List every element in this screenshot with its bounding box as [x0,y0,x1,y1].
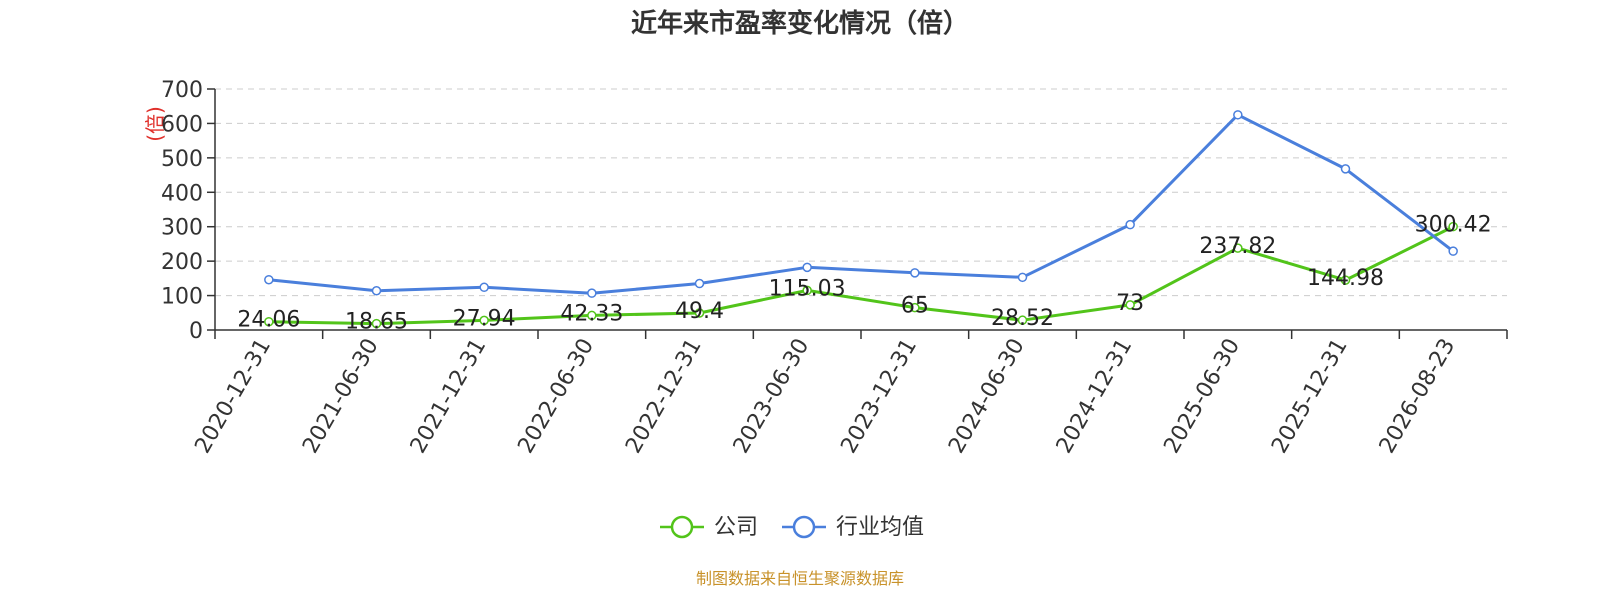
data-labels: 24.06 18.65 27.94 42.33 49.4 115.03 65 28.52 73 2… [237,213,1491,335]
x-tick-label: 2023-12-31 [836,334,922,457]
x-tick-label: 2025-12-31 [1267,335,1353,458]
company-data-label: 49.4 [675,299,724,324]
company-data-point [802,285,812,296]
legend: 公司 行业均值 [660,515,924,540]
company-data-point [264,316,274,327]
legend-company-label: 公司 [714,515,758,540]
company-data-label: 144.98 [1307,266,1384,291]
company-data-label: 28.52 [991,306,1054,331]
x-tick-label: 2021-06-30 [298,335,384,458]
industry-average-data-point [1448,246,1458,256]
y-tick-label: 0 [189,319,203,344]
legend-item-company[interactable]: 公司 [660,515,758,540]
company-series-line [268,225,1454,326]
industry-average-data-point [371,286,382,296]
y-tick-label: 500 [161,147,203,172]
company-data-point [479,315,489,326]
industry-average-series-line [268,113,1455,295]
x-tick-label: 2020-12-31 [190,335,276,458]
company-data-label: 300.42 [1415,213,1492,238]
company-data-point [1017,315,1028,325]
x-tick-label: 2022-06-30 [513,335,599,458]
company-data-label: 73 [1116,291,1144,316]
company-data-point [1340,275,1351,285]
x-tick-label: 2023-06-30 [729,335,815,458]
x-tick-label: 2026-08-23 [1375,335,1461,458]
company-data-label: 24.06 [237,308,300,333]
company-data-point [587,310,597,321]
x-tick-label: 2025-06-30 [1159,335,1245,458]
company-data-point [371,318,382,329]
industry-average-data-point [802,262,812,273]
industry-average-data-point [1017,272,1028,283]
series-lines [264,110,1458,329]
company-data-point [1125,300,1135,310]
company-data-label: 237.82 [1199,234,1276,259]
y-tick-label: 600 [161,112,203,137]
x-tick-label: 2024-06-30 [944,335,1030,458]
y-tick-label: 400 [161,181,203,206]
legend-industry-circle-icon [792,515,816,539]
company-data-point [1448,221,1458,232]
x-tick-label: 2022-12-31 [621,335,707,458]
industry-average-data-point [910,268,920,278]
company-data-label: 42.33 [560,301,623,326]
y-axis-label: (倍) [143,106,167,142]
y-tick-label: 300 [161,216,203,241]
company-data-label: 18.65 [345,310,408,335]
industry-average-data-point [479,282,489,293]
industry-average-data-point [1340,164,1351,174]
industry-average-data-point [694,278,705,289]
x-tick-label: 2021-12-31 [406,334,492,457]
grid-lines [215,88,1507,297]
company-data-label: 115.03 [769,276,846,301]
x-tick-label: 2024-12-31 [1052,335,1138,458]
industry-average-data-point [1125,219,1135,230]
industry-average-data-point [264,274,274,285]
industry-average-data-point [587,288,597,298]
legend-company-circle-icon [670,515,694,539]
y-tick-label: 100 [161,285,203,310]
legend-item-industry-average[interactable]: 行业均值 [782,515,924,540]
y-tick-label: 200 [161,250,203,275]
chart-title: 近年来市盈率变化情况（倍） [631,8,969,39]
company-data-point [910,302,920,313]
company-data-point [1233,243,1243,253]
company-data-point [694,308,705,318]
data-source-note: 制图数据来自恒生聚源数据库 [696,569,904,588]
y-tick-label: 700 [161,78,203,103]
industry-average-data-point [1233,110,1243,120]
legend-industry-label: 行业均值 [836,515,924,540]
company-data-label: 27.94 [453,306,516,331]
company-data-label: 65 [901,294,929,319]
